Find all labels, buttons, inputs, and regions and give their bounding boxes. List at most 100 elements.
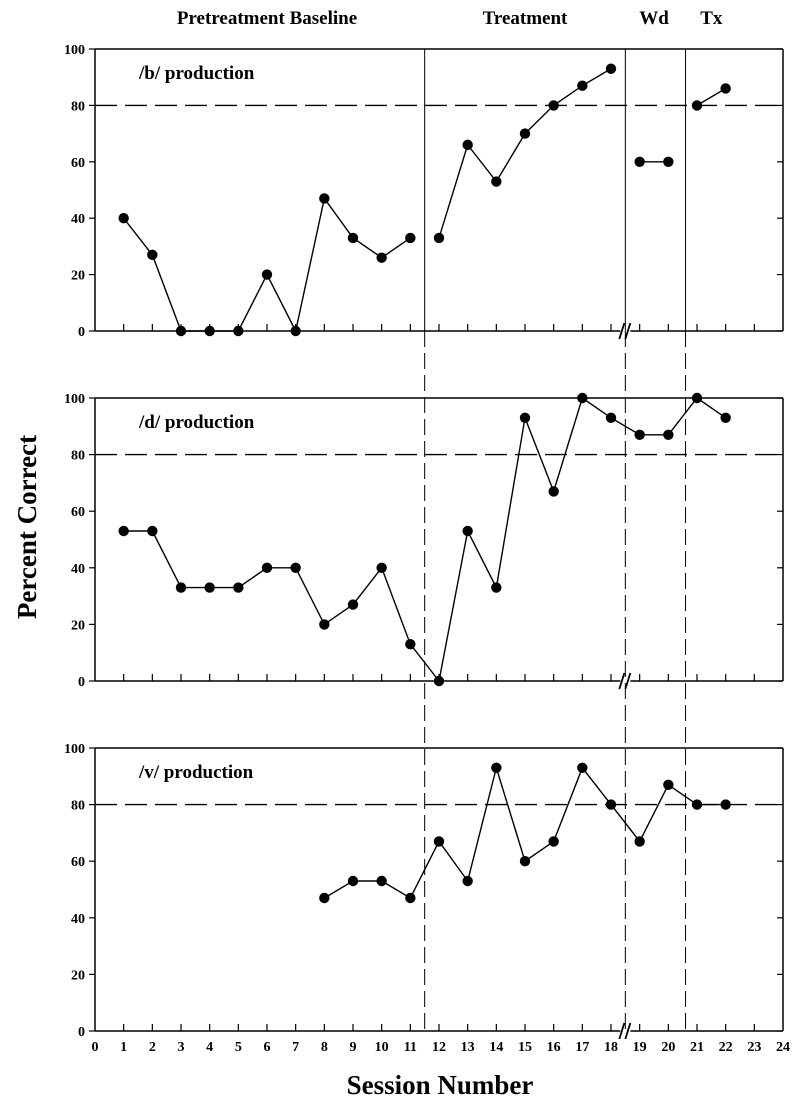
series-line	[696, 87, 727, 107]
data-point	[491, 176, 502, 187]
data-point	[376, 562, 387, 573]
data-point	[290, 562, 301, 573]
y-tick-label: 40	[71, 912, 85, 927]
x-tick-label: 8	[321, 1040, 328, 1055]
data-point	[405, 232, 416, 244]
data-point	[634, 429, 645, 440]
data-point	[663, 429, 674, 440]
x-tick-label: 10	[375, 1040, 389, 1055]
series-line	[438, 68, 612, 239]
data-point	[261, 269, 273, 280]
data-point	[605, 412, 617, 424]
x-axis-title: Session Number	[347, 1070, 534, 1100]
data-point	[118, 525, 129, 537]
data-point	[663, 779, 674, 790]
data-point	[405, 639, 416, 650]
data-point	[462, 875, 473, 887]
data-point	[462, 525, 473, 537]
data-point	[147, 249, 158, 261]
data-point	[519, 412, 531, 424]
x-tick-label: 21	[690, 1040, 704, 1055]
data-point	[204, 582, 215, 593]
data-point	[634, 836, 645, 847]
data-point	[462, 139, 473, 151]
data-point	[720, 799, 731, 810]
data-point	[347, 875, 359, 887]
data-point	[376, 252, 387, 263]
x-tick-label: 1	[120, 1040, 127, 1055]
x-tick-label: 9	[350, 1040, 357, 1055]
axis-break-mark	[624, 322, 632, 340]
x-tick-label: 2	[149, 1040, 156, 1055]
data-point	[577, 392, 588, 404]
axis-break-mark	[618, 322, 626, 340]
panel-title: /v/ production	[138, 762, 254, 783]
phase-label: Tx	[700, 8, 723, 29]
data-point	[634, 156, 645, 167]
data-point	[175, 325, 187, 337]
chart-panel: 0 20 40 60 80 100/v/ production	[64, 742, 784, 1040]
x-tick-label: 7	[292, 1040, 299, 1055]
y-tick-label: 100	[64, 392, 85, 407]
data-point	[519, 128, 531, 139]
panel-title: /b/ production	[138, 63, 255, 84]
axis-break-mark	[618, 1022, 626, 1040]
data-point	[691, 392, 703, 404]
data-point	[577, 80, 588, 91]
x-tick-label: 20	[661, 1040, 675, 1055]
y-tick-label: 20	[71, 618, 85, 633]
data-point	[204, 325, 215, 337]
data-point	[405, 892, 416, 904]
data-point	[519, 856, 531, 867]
chart-panel: 0 20 40 60 80 100/b/ production	[64, 43, 784, 340]
data-point	[319, 619, 330, 630]
x-tick-label: 18	[604, 1040, 618, 1055]
y-tick-label: 20	[71, 968, 85, 983]
axis-break-mark	[624, 1022, 632, 1040]
data-point	[433, 675, 445, 687]
data-point	[605, 63, 617, 74]
data-point	[433, 232, 445, 244]
data-point	[548, 836, 559, 847]
data-point	[720, 83, 731, 94]
data-point	[691, 100, 703, 111]
x-tick-label: 17	[575, 1040, 589, 1055]
x-tick-label: 19	[633, 1040, 647, 1055]
data-point	[491, 762, 502, 774]
data-point	[319, 193, 330, 204]
x-tick-label: 3	[178, 1040, 185, 1055]
data-point	[233, 582, 244, 593]
data-point	[605, 799, 617, 810]
axis-break-mark	[618, 672, 626, 690]
data-point	[233, 325, 244, 337]
x-tick-label: 14	[489, 1040, 503, 1055]
axis-break-mark	[624, 672, 632, 690]
data-point	[720, 412, 731, 424]
x-tick-label: 16	[547, 1040, 561, 1055]
axis-break-gap	[620, 678, 631, 684]
phase-labels: Pretreatment Baseline Treatment Wd Tx	[177, 8, 723, 29]
y-tick-label: 40	[71, 562, 85, 577]
x-tick-label: 24	[776, 1040, 790, 1055]
axis-break-gap	[620, 1028, 631, 1034]
x-tick-label: 23	[747, 1040, 761, 1055]
panel-title: /d/ production	[138, 412, 255, 433]
y-tick-label: 60	[71, 156, 85, 171]
y-tick-label: 20	[71, 269, 85, 284]
data-point	[548, 486, 559, 497]
series-line	[123, 196, 411, 334]
phase-label: Treatment	[483, 8, 568, 29]
x-tick-label: 12	[432, 1040, 446, 1055]
phase-label: Pretreatment Baseline	[177, 8, 357, 29]
data-point	[347, 599, 359, 610]
data-point	[663, 156, 674, 167]
data-point	[290, 325, 301, 337]
x-axis: 0 1 2 3 4 5 6 7 8 9 10 11 12 13 14 15 16 17 18 19 20 21 22 23 24	[92, 1040, 791, 1055]
x-tick-label: 13	[461, 1040, 475, 1055]
y-tick-label: 80	[71, 99, 85, 114]
data-point	[577, 762, 588, 774]
data-point	[433, 836, 445, 847]
x-tick-label: 11	[404, 1040, 417, 1055]
y-tick-label: 0	[78, 1025, 85, 1040]
y-tick-label: 0	[78, 675, 85, 690]
